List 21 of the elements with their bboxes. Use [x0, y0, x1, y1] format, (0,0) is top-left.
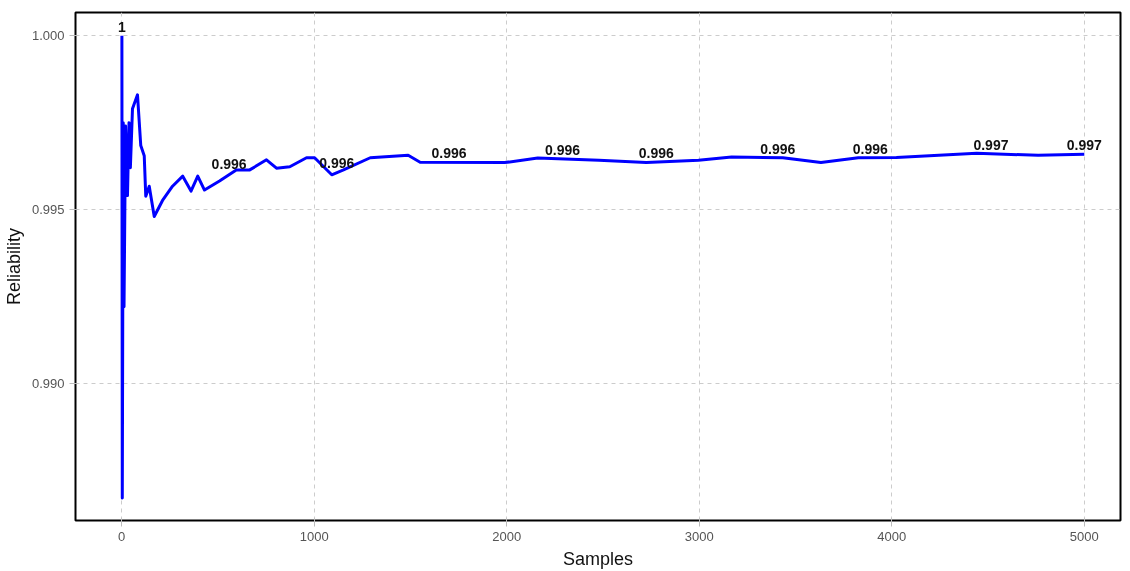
x-axis-title: Samples	[562, 548, 634, 569]
x-tick-label: 2000	[492, 528, 522, 544]
annotation: 0.997	[973, 136, 1009, 153]
y-tick-label: 0.995	[31, 202, 65, 218]
annotation: 0.996	[638, 144, 675, 161]
annotation: 1	[118, 18, 126, 35]
annotation: 0.996	[760, 140, 796, 157]
annotation: 0.996	[431, 145, 467, 162]
annotation: 0.996	[319, 154, 355, 171]
x-tick-label: 4000	[877, 528, 907, 544]
x-tick-label: 1000	[299, 528, 329, 544]
annotation: 0.996	[545, 142, 581, 159]
annotation: 0.997	[1066, 137, 1103, 154]
x-tick-label: 5000	[1069, 528, 1099, 544]
annotation: 0.996	[211, 156, 247, 173]
y-tick-label: 1.000	[31, 28, 65, 44]
x-tick-label: 3000	[684, 528, 714, 544]
x-tick-label: 0	[118, 528, 126, 544]
y-axis-title: Reliability	[3, 227, 24, 306]
y-tick-label: 0.990	[31, 375, 65, 391]
annotation: 0.996	[852, 140, 888, 157]
